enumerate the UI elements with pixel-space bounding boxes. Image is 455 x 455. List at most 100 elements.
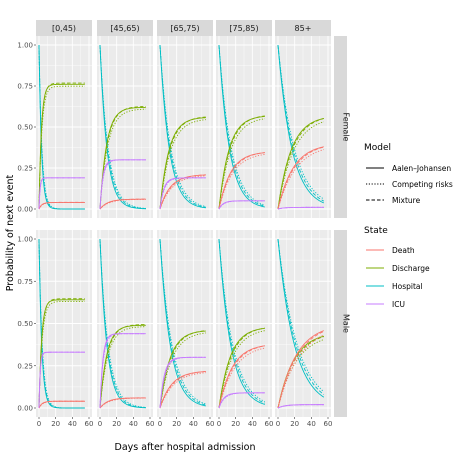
y-tick-label: 0.50 [17, 124, 33, 132]
y-axis-title: Probability of next event [5, 174, 16, 291]
x-tick-label: 0 [276, 420, 280, 428]
column-strip-label: 85+ [295, 24, 312, 33]
series-discharge-dashed [218, 115, 265, 210]
x-tick-label: 20 [51, 420, 60, 428]
x-tick-label: 20 [290, 420, 299, 428]
series-icu-dotted [159, 177, 206, 210]
y-tick-label: 0.00 [17, 206, 33, 214]
series-death-dashed [159, 370, 206, 409]
axes-layer: 0.00 0.25 0.50 0.75 1.00 0 20 40 60 0.00 0.25 0.50 0… [17, 42, 332, 429]
series-discharge-dotted [38, 85, 85, 210]
series-discharge-dashed [218, 327, 265, 409]
legend-state-label: Discharge [392, 264, 430, 273]
series-hospital-solid [159, 44, 206, 209]
series-death-dotted [159, 175, 206, 210]
row-strip-label: Male [342, 314, 351, 333]
series-hospital-solid [277, 238, 325, 398]
y-tick-label: 0.25 [17, 362, 33, 370]
series-death-dashed [159, 174, 206, 210]
series-discharge-solid [99, 324, 146, 409]
series-death-dashed [218, 345, 265, 409]
series-death-dotted [277, 334, 325, 409]
series-discharge-solid [99, 106, 146, 210]
series-discharge-dashed [38, 298, 85, 409]
series-hospital-dotted [218, 238, 266, 402]
series-icu-dotted [218, 200, 265, 210]
series-icu-dotted [159, 356, 206, 409]
series-death-dotted [218, 153, 265, 210]
column-strip-label: [75,85) [229, 24, 258, 33]
series-discharge-solid [38, 299, 85, 409]
series-hospital-dotted [159, 44, 206, 207]
series-death-dotted [38, 202, 85, 210]
series-discharge-dotted [99, 108, 146, 210]
column-strip [275, 20, 331, 36]
series-hospital-dotted [99, 44, 146, 209]
series-hospital-dotted [38, 44, 85, 210]
column-strip [97, 20, 153, 36]
series-death-solid [277, 330, 324, 409]
legend-state-label: Hospital [392, 282, 423, 291]
legend-state-title: State [364, 226, 388, 236]
column-strip-label: [65,75) [170, 24, 199, 33]
series-discharge-dotted [99, 326, 146, 409]
series-discharge-dotted [159, 332, 206, 409]
panel-female-1 [97, 36, 153, 218]
x-tick-label: 60 [146, 420, 155, 428]
panel-female-4 [275, 36, 331, 218]
series-discharge-dashed [99, 324, 146, 409]
series-discharge-dotted [218, 118, 265, 210]
column-strip [36, 20, 92, 36]
series-hospital-solid [159, 238, 206, 407]
series-hospital-dotted [99, 238, 146, 408]
series-hospital-dashed [218, 238, 265, 404]
series-discharge-dotted [277, 121, 324, 210]
x-tick-label: 20 [231, 420, 240, 428]
series-death-dashed [38, 400, 85, 409]
x-tick-label: 0 [37, 420, 41, 428]
x-tick-label: 40 [189, 420, 198, 428]
x-tick-label: 0 [98, 420, 102, 428]
series-discharge-dashed [159, 330, 206, 409]
series-hospital-dotted [159, 238, 206, 405]
x-tick-label: 40 [68, 420, 77, 428]
series-icu-dashed [38, 351, 85, 409]
series-icu-dashed [38, 177, 85, 210]
series-icu-dashed [277, 404, 324, 409]
series-discharge-dashed [38, 82, 85, 210]
y-tick-label: 0.75 [17, 83, 33, 91]
legend-model: Model Aalen–Johansen Competing risks Mixtu… [364, 143, 453, 205]
series-death-dashed [99, 198, 146, 210]
x-tick-label: 40 [129, 420, 138, 428]
series-hospital-dashed [159, 238, 206, 406]
series-death-dotted [159, 372, 206, 409]
y-tick-label: 0.75 [17, 278, 33, 286]
y-tick-label: 0.50 [17, 320, 33, 328]
series-hospital-dotted [218, 44, 265, 206]
legend-state-label: ICU [392, 300, 405, 309]
series-death-dashed [277, 146, 324, 210]
series-icu-dashed [159, 356, 206, 409]
series-death-dotted [277, 149, 324, 210]
row-strip [334, 36, 347, 218]
series-hospital-dashed [38, 44, 85, 210]
x-tick-label: 40 [248, 420, 257, 428]
column-strip-label: [0,45) [52, 24, 76, 33]
series-discharge-dotted [159, 119, 206, 210]
x-tick-label: 60 [265, 420, 274, 428]
x-tick-label: 0 [158, 420, 162, 428]
series-hospital-dashed [99, 238, 146, 409]
panel-female-3 [216, 36, 272, 218]
column-strip-label: [45,65) [110, 24, 139, 33]
series-discharge-dotted [38, 301, 85, 409]
series-death-dashed [277, 330, 325, 409]
x-tick-label: 20 [112, 420, 121, 428]
strips-layer: [0,45) [45,65) [65,75) [75,85) 85+ Female Male [36, 20, 351, 417]
series-hospital-dotted [277, 238, 325, 393]
series-hospital-solid [218, 238, 265, 405]
series-hospital-dotted [277, 44, 325, 200]
legend-model-label: Competing risks [392, 180, 453, 189]
panel-male-3 [216, 230, 272, 417]
legend-state-label: Death [392, 246, 415, 255]
